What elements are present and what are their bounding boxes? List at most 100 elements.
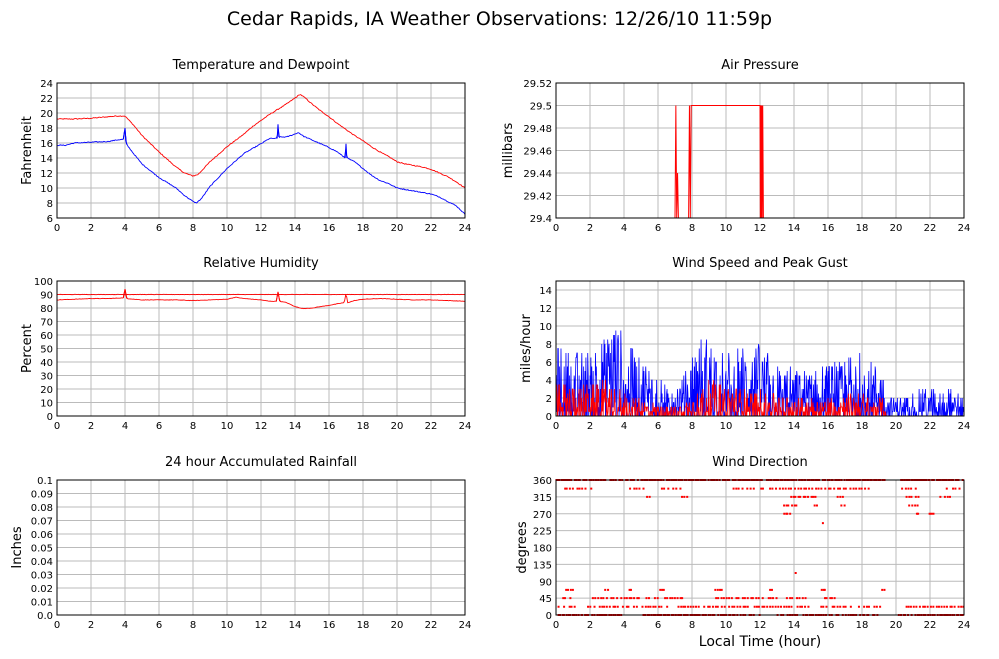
direction-point xyxy=(926,605,929,608)
direction-point xyxy=(829,597,832,600)
direction-point xyxy=(720,597,723,600)
x-tick-label: 20 xyxy=(890,620,903,631)
x-tick-label: 10 xyxy=(221,620,234,631)
direction-point xyxy=(788,605,791,608)
direction-point xyxy=(800,487,803,490)
x-tick-label: 16 xyxy=(822,421,835,432)
direction-point xyxy=(907,487,910,490)
direction-point xyxy=(901,487,904,490)
direction-point xyxy=(821,522,824,525)
x-tick-label: 20 xyxy=(890,421,903,432)
direction-point xyxy=(805,487,808,490)
direction-point xyxy=(789,597,792,600)
y-tick-label: 0.01 xyxy=(31,598,53,609)
direction-point xyxy=(679,487,682,490)
direction-point xyxy=(867,605,870,608)
x-tick-label: 20 xyxy=(391,421,404,432)
y-tick-label: 40 xyxy=(40,358,53,369)
direction-point xyxy=(612,597,615,600)
y-tick-label: 8 xyxy=(546,340,552,351)
direction-point xyxy=(742,605,745,608)
direction-point xyxy=(708,605,711,608)
direction-point xyxy=(636,597,639,600)
direction-point xyxy=(584,487,587,490)
direction-point xyxy=(849,487,852,490)
direction-point xyxy=(565,588,568,591)
direction-point xyxy=(865,605,868,608)
direction-point xyxy=(875,605,878,608)
x-tick-label: 18 xyxy=(357,421,370,432)
direction-point xyxy=(922,605,925,608)
direction-point xyxy=(625,605,628,608)
direction-point xyxy=(837,487,840,490)
direction-point xyxy=(787,504,790,507)
y-tick-label: 315 xyxy=(533,493,552,504)
chart-title: Air Pressure xyxy=(721,58,799,73)
direction-point xyxy=(833,487,836,490)
direction-point xyxy=(647,605,650,608)
direction-point xyxy=(777,605,780,608)
direction-point xyxy=(732,487,735,490)
direction-point xyxy=(817,487,820,490)
direction-point xyxy=(949,495,952,498)
series-spike xyxy=(275,291,281,302)
plot-frame xyxy=(56,479,466,616)
y-axis-label: degrees xyxy=(515,521,530,574)
direction-point xyxy=(608,605,611,608)
direction-point xyxy=(623,597,626,600)
direction-point xyxy=(794,495,797,498)
direction-point xyxy=(829,487,832,490)
direction-point xyxy=(735,487,738,490)
direction-point xyxy=(671,597,674,600)
direction-point xyxy=(844,487,847,490)
y-tick-label: 0 xyxy=(546,611,552,622)
direction-point xyxy=(939,495,942,498)
direction-point xyxy=(647,597,650,600)
direction-point xyxy=(642,487,645,490)
direction-point xyxy=(910,495,913,498)
direction-point xyxy=(723,605,726,608)
chart-title: Wind Speed and Peak Gust xyxy=(672,256,847,271)
direction-point xyxy=(563,597,566,600)
direction-point xyxy=(753,605,756,608)
direction-point xyxy=(664,597,667,600)
direction-point xyxy=(610,597,613,600)
direction-point xyxy=(687,605,690,608)
direction-point xyxy=(635,487,638,490)
direction-point xyxy=(736,605,739,608)
direction-point xyxy=(831,605,834,608)
direction-point xyxy=(844,605,847,608)
y-tick-label: 12 xyxy=(40,169,53,180)
direction-point xyxy=(627,605,630,608)
direction-point xyxy=(838,487,841,490)
direction-point xyxy=(807,605,810,608)
direction-point xyxy=(593,605,596,608)
direction-point xyxy=(769,588,772,591)
direction-point xyxy=(760,487,763,490)
direction-point xyxy=(653,597,656,600)
y-tick-label: 14 xyxy=(539,286,552,297)
direction-point xyxy=(594,597,597,600)
direction-point xyxy=(915,512,918,515)
direction-point xyxy=(746,487,749,490)
x-tick-label: 20 xyxy=(890,223,903,234)
x-tick-label: 4 xyxy=(621,421,627,432)
direction-point xyxy=(656,597,659,600)
x-tick-label: 0 xyxy=(54,421,60,432)
direction-point xyxy=(860,487,863,490)
y-tick-label: 0.06 xyxy=(31,530,53,541)
y-tick-label: 0.1 xyxy=(37,476,53,487)
direction-point xyxy=(915,605,918,608)
direction-point xyxy=(689,605,692,608)
direction-point xyxy=(633,597,636,600)
direction-point xyxy=(598,605,601,608)
direction-point xyxy=(770,588,773,591)
direction-point xyxy=(815,487,818,490)
series-temperature-1 xyxy=(56,124,466,215)
direction-point xyxy=(628,588,631,591)
y-tick-label: 4 xyxy=(546,376,552,387)
x-tick-label: 8 xyxy=(190,223,196,234)
direction-point xyxy=(910,487,913,490)
x-tick-label: 6 xyxy=(156,223,162,234)
direction-point xyxy=(769,605,772,608)
